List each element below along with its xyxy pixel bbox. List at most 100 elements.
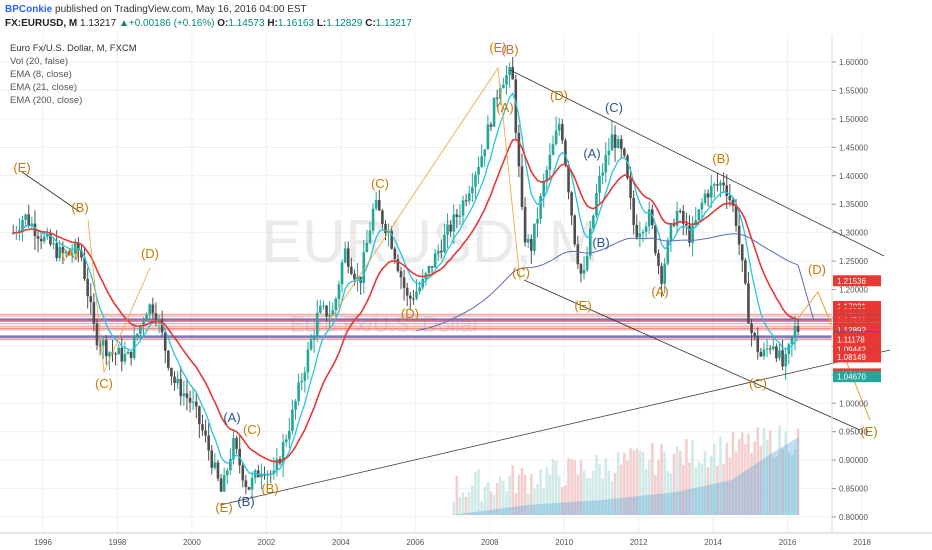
ema-8-line xyxy=(13,91,799,476)
candle-body xyxy=(374,200,378,209)
candle-body xyxy=(225,470,229,476)
candle-body xyxy=(402,277,406,288)
price-tag xyxy=(833,324,881,336)
volume-bar xyxy=(685,438,688,515)
grid-lines xyxy=(0,34,863,533)
legend-ema21[interactable]: EMA (21, close) xyxy=(10,82,78,93)
candle-body xyxy=(114,353,117,355)
candle-body xyxy=(585,255,589,270)
candle-body xyxy=(328,314,331,317)
volume-bar xyxy=(672,453,676,515)
candle-body xyxy=(30,223,34,226)
trend-line xyxy=(523,279,861,431)
candle-body xyxy=(275,459,279,471)
volume-bar xyxy=(750,452,753,515)
price-tag-label: 1.21536 xyxy=(837,277,866,286)
x-tick-label: 2018 xyxy=(853,538,871,547)
legend-volume[interactable]: Vol (20, false) xyxy=(10,56,69,67)
volume-bar xyxy=(576,474,580,515)
candle-body xyxy=(24,214,27,220)
candle-body xyxy=(222,475,226,492)
candle-body xyxy=(678,210,682,212)
y-tick-label: 1.30000 xyxy=(839,229,868,238)
volume-bar xyxy=(768,430,772,515)
price-chart[interactable]: EURUSD, M Euro Fx/U.S. Dollar (E)(B)(A)(… xyxy=(0,34,932,550)
candle-body xyxy=(312,335,316,340)
candle-body xyxy=(108,352,111,357)
legend-ema200[interactable]: EMA (200, close) xyxy=(10,95,83,106)
candle-body xyxy=(219,478,223,492)
candle-body xyxy=(734,205,738,226)
candle-body xyxy=(95,323,99,346)
candle-body xyxy=(647,209,651,227)
volume-bar xyxy=(502,480,505,515)
candle-body xyxy=(781,350,784,367)
candle-body xyxy=(548,154,552,170)
candle-body xyxy=(284,439,288,443)
symbol-label[interactable]: FX:EURUSD, M xyxy=(5,18,78,29)
volume-bar xyxy=(688,462,691,515)
candle-body xyxy=(241,465,245,481)
time-axis[interactable]: 1996 1998 2000 2002 2004 2006 2008 2010 2012 2014… xyxy=(34,538,871,547)
candle-body xyxy=(768,348,772,350)
volume-bar xyxy=(722,463,725,515)
y-tick-label: 1.55000 xyxy=(839,86,868,95)
candle-body xyxy=(706,193,710,198)
legend-ema8[interactable]: EMA (8, close) xyxy=(10,69,72,80)
candle-body xyxy=(163,332,167,351)
candle-body xyxy=(616,139,620,148)
volume-bar xyxy=(616,452,620,515)
ema-lines xyxy=(13,91,815,476)
x-tick-label: 1996 xyxy=(34,538,52,547)
volume-bar xyxy=(734,451,738,515)
volume-bar xyxy=(529,473,533,515)
wave-label: (C) xyxy=(512,265,530,280)
high-value: 1.16163 xyxy=(277,18,315,29)
candle-body xyxy=(740,244,744,261)
candle-body xyxy=(508,66,511,76)
volume-bar xyxy=(579,460,583,515)
price-tags: 1.215361.170211.161801.156471.153331.148… xyxy=(833,275,881,383)
volume-bar xyxy=(613,472,617,515)
candle-body xyxy=(629,178,632,198)
candle-body xyxy=(666,240,670,264)
volume-bar xyxy=(716,465,719,515)
candle-body xyxy=(210,450,214,468)
volume-bar xyxy=(647,459,651,515)
volume-bar xyxy=(790,454,794,515)
volume-bar xyxy=(536,484,539,515)
candle-body xyxy=(21,219,24,231)
candle-body xyxy=(151,304,155,314)
candle-body xyxy=(182,393,186,397)
candle-body xyxy=(272,470,276,475)
y-tick-label: 1.60000 xyxy=(839,58,868,67)
author-link[interactable]: BPConkie xyxy=(5,4,53,15)
candle-body xyxy=(83,257,86,280)
y-tick-label: 1.00000 xyxy=(839,399,868,408)
candle-body xyxy=(632,197,635,225)
volume-bar xyxy=(452,501,456,515)
candle-body xyxy=(660,265,663,284)
candle-body xyxy=(101,340,105,346)
candle-body xyxy=(790,337,794,345)
candle-body xyxy=(120,347,124,362)
legend-symbol[interactable]: Euro Fx/U.S. Dollar, M, FXCM xyxy=(10,43,137,54)
volume-bar xyxy=(517,474,521,515)
volume-bar xyxy=(669,473,673,515)
candle-body xyxy=(297,382,300,401)
candle-body xyxy=(409,295,412,299)
candle-body xyxy=(582,269,586,274)
candle-body xyxy=(588,228,592,256)
volume-bar xyxy=(793,449,797,515)
wave-label: (A) xyxy=(583,146,600,161)
volume-bar xyxy=(691,439,694,515)
candle-body xyxy=(775,346,778,359)
candle-body xyxy=(123,353,127,362)
candle-body xyxy=(514,79,518,133)
candle-body xyxy=(650,209,654,225)
candle-body xyxy=(619,139,623,149)
candle-body xyxy=(433,253,437,268)
candle-body xyxy=(613,134,617,148)
volume-bar xyxy=(703,451,707,515)
candle-body xyxy=(49,234,52,245)
